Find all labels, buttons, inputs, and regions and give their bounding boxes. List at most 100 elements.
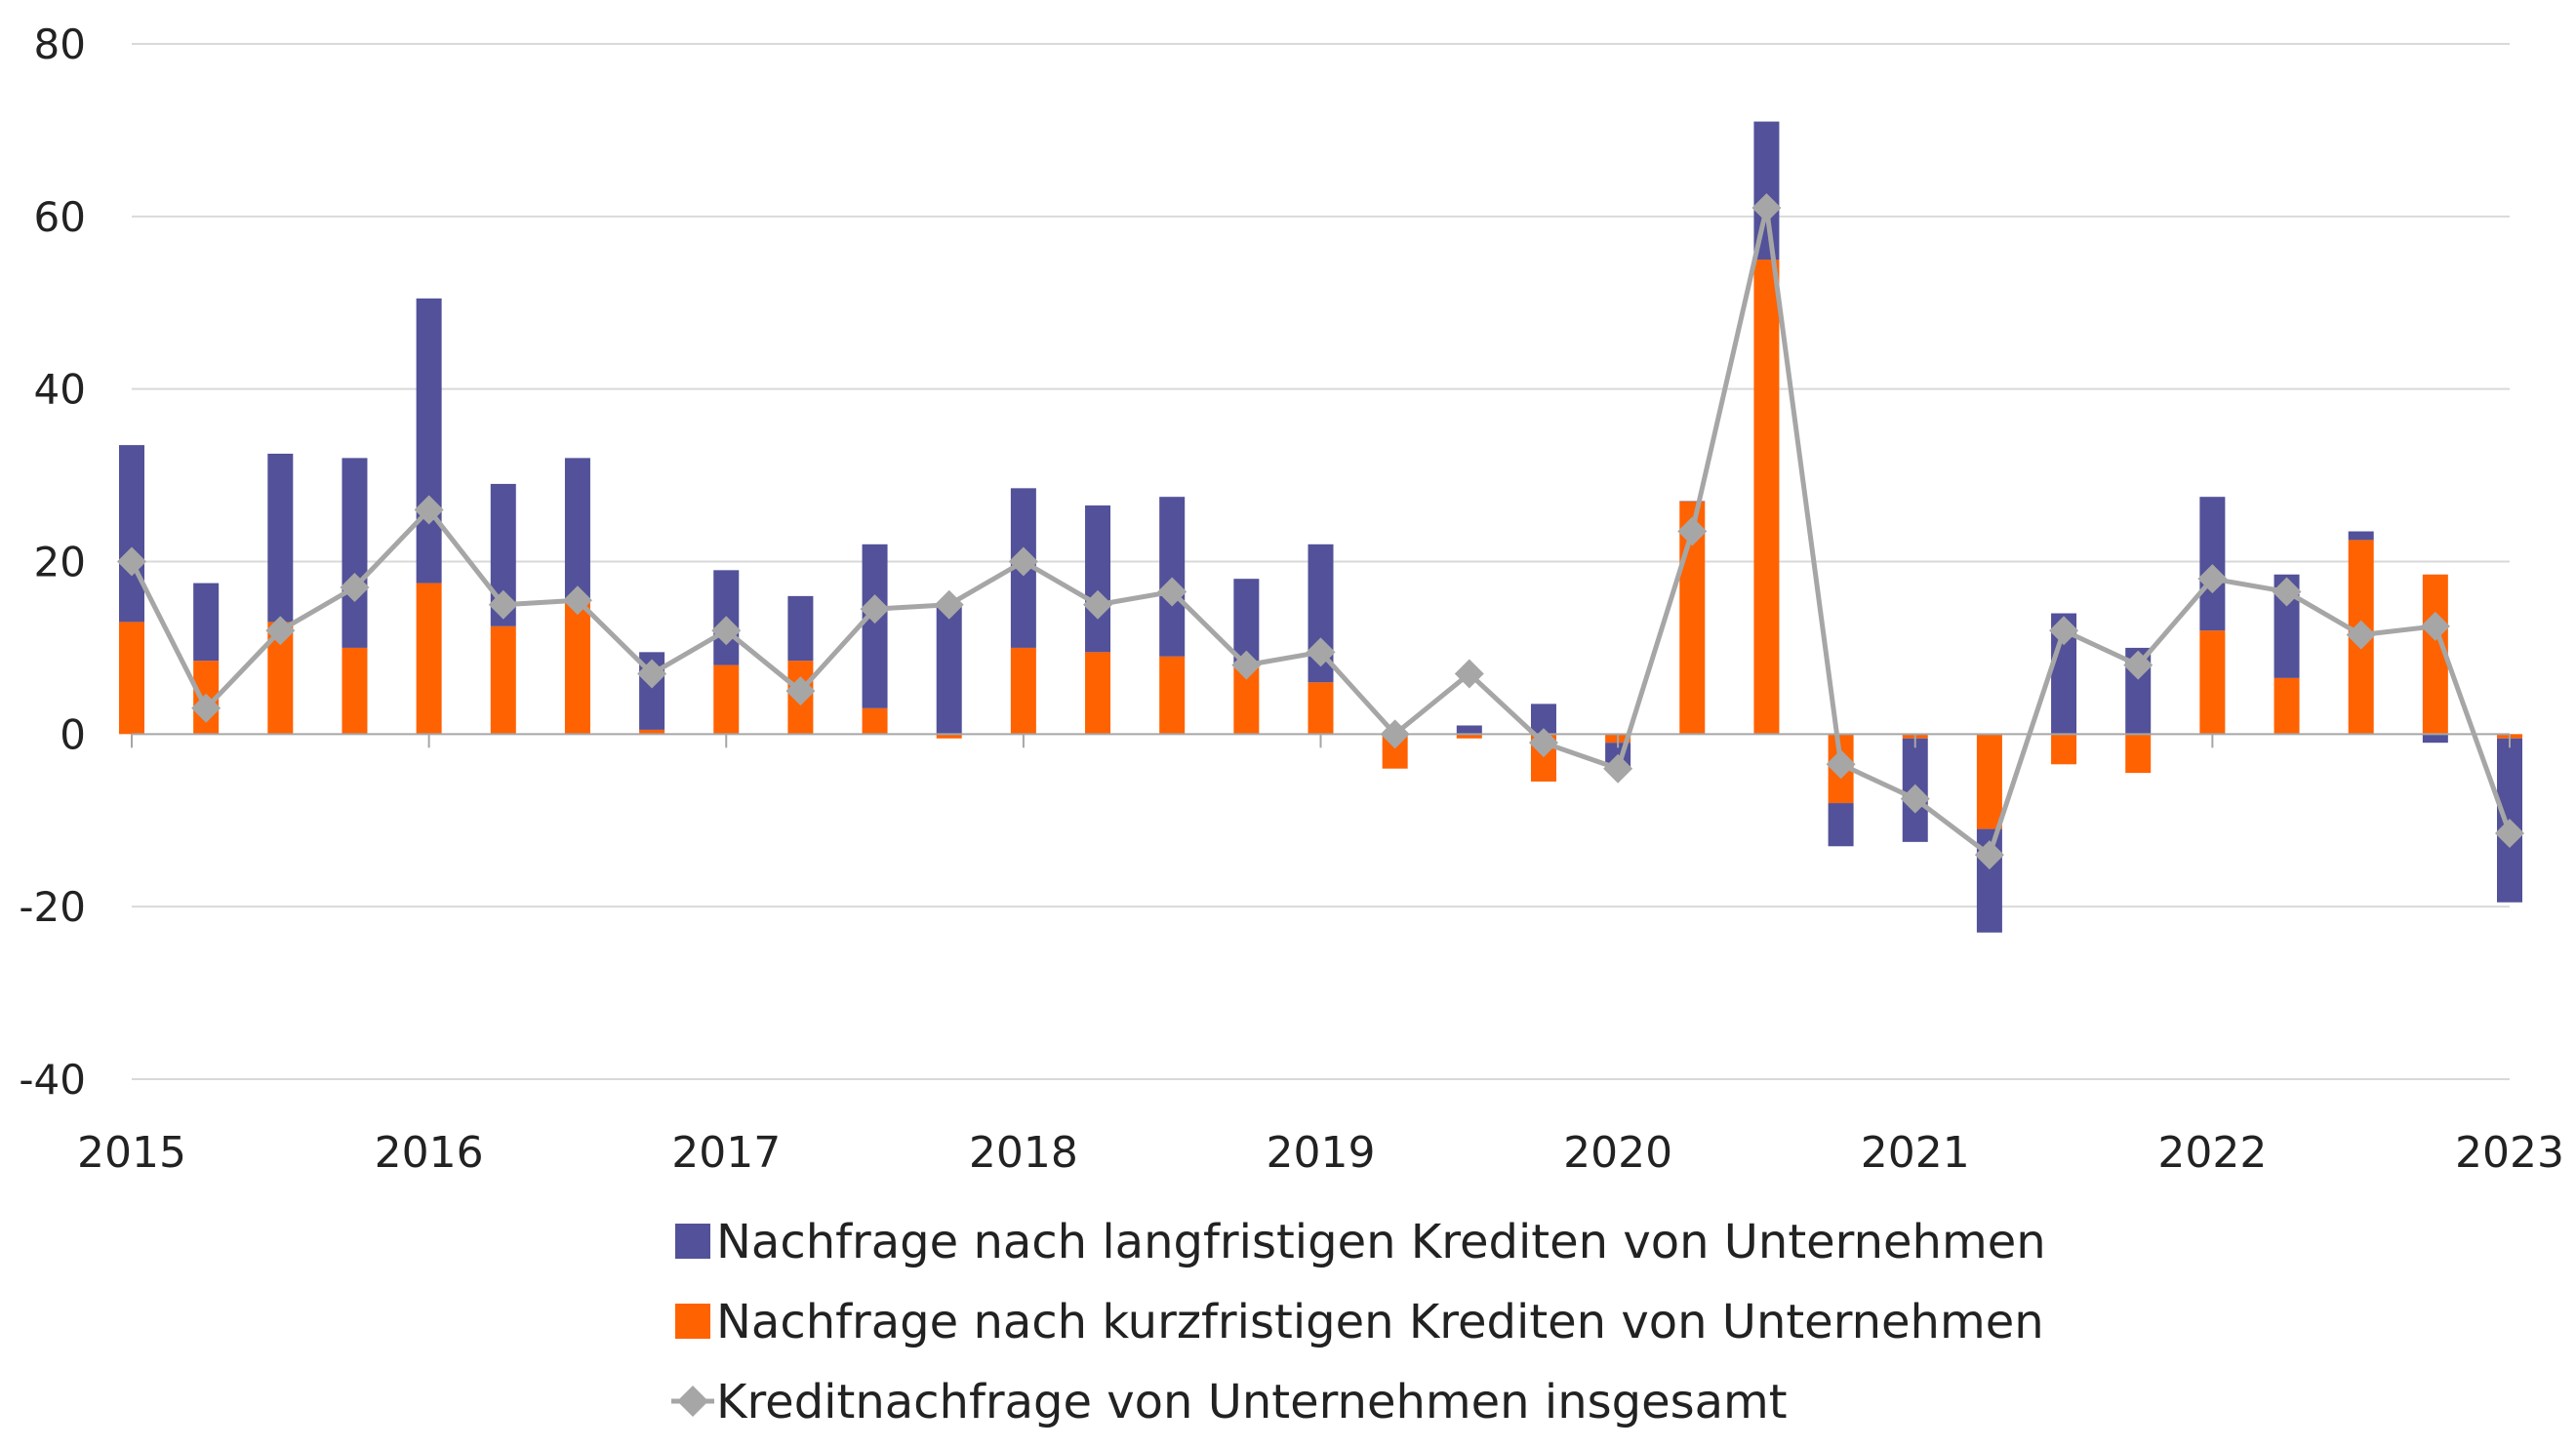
total-point [414, 495, 444, 525]
legend-label: Nachfrage nach langfristigen Krediten vo… [716, 1215, 2046, 1269]
bar-long-term [267, 453, 294, 623]
total-point [2272, 577, 2302, 607]
legend-item: Nachfrage nach kurzfristigen Krediten vo… [675, 1295, 2044, 1349]
y-tick-label: 40 [34, 366, 86, 414]
bar-long-term [862, 543, 888, 708]
total-point [1008, 546, 1038, 577]
total-point [1454, 659, 1484, 689]
x-tick-label: 2021 [1861, 1128, 1970, 1178]
bar-short-term [2125, 734, 2152, 774]
bar-short-term [1159, 656, 1186, 735]
total-point [2420, 611, 2450, 641]
legend-item: Nachfrage nach langfristigen Krediten vo… [675, 1215, 2046, 1269]
y-tick-label: -40 [19, 1056, 86, 1104]
total-point [2123, 650, 2153, 680]
bar-long-term [342, 458, 368, 648]
total-point [711, 616, 742, 646]
total-point [2049, 616, 2079, 646]
total-point [191, 693, 221, 723]
y-tick-label: 20 [34, 539, 86, 586]
total-point [860, 594, 890, 624]
x-tick-label: 2018 [969, 1128, 1078, 1178]
bar-short-term [1010, 647, 1036, 735]
total-point [1677, 516, 1708, 546]
legend: Nachfrage nach langfristigen Krediten vo… [671, 1215, 2046, 1429]
bar-short-term [119, 622, 144, 735]
bar-short-term [490, 625, 516, 735]
bar-short-term [2274, 677, 2300, 735]
bar-short-term [2051, 734, 2077, 765]
bar-short-term [1976, 734, 2002, 829]
legend-swatch [675, 1224, 710, 1259]
total-point [785, 676, 816, 706]
bar-long-term [2348, 531, 2374, 541]
bar-long-term [2199, 497, 2226, 631]
bar-short-term [713, 664, 740, 735]
bar-short-term [416, 583, 442, 735]
x-tick-label: 2020 [1563, 1128, 1672, 1178]
bar-short-term [342, 647, 368, 735]
total-point [2197, 564, 2228, 594]
x-tick-label: 2016 [375, 1128, 484, 1178]
bar-short-term [2199, 630, 2226, 735]
bar-long-term [193, 583, 220, 662]
total-point [1900, 784, 1930, 814]
total-point [1528, 728, 1558, 758]
bar-long-term [1456, 725, 1482, 735]
gridlines [132, 43, 2510, 1080]
total-point [1231, 650, 1262, 680]
total-point [637, 659, 667, 689]
total-point [562, 585, 592, 616]
bar-short-term [639, 729, 665, 735]
total-point [1306, 637, 1336, 667]
total-point [1974, 840, 2004, 870]
bar-long-term [936, 604, 962, 735]
bar-short-term [1753, 260, 1780, 735]
bar-short-term [1308, 682, 1334, 735]
bar-short-term [1456, 734, 1482, 739]
bar-short-term [1085, 652, 1111, 735]
total-point [1380, 719, 1410, 749]
x-tick-label: 2019 [1267, 1128, 1376, 1178]
bar-long-term [119, 445, 144, 623]
total-point [2346, 620, 2376, 650]
x-tick-label: 2022 [2157, 1128, 2267, 1178]
bar-long-term [1679, 501, 1706, 503]
x-tick-label: 2023 [2455, 1128, 2564, 1178]
total-point [1157, 577, 1187, 607]
bar-long-term [1085, 505, 1111, 653]
bar-long-term [1828, 803, 1854, 847]
total-line-series [117, 192, 2524, 870]
bar-short-term [862, 707, 888, 735]
y-axis: 80 60 40 20 0 -20 -40 [19, 20, 86, 1104]
y-tick-label: 80 [34, 20, 86, 68]
bar-series [119, 121, 2522, 933]
total-point [1751, 192, 1782, 222]
total-line [129, 205, 2513, 858]
legend-marker [677, 1386, 708, 1417]
total-point [1083, 589, 1113, 620]
bar-short-term [936, 734, 962, 739]
bar-long-term [2422, 734, 2448, 744]
total-point [934, 589, 964, 620]
total-point [488, 589, 518, 620]
total-point [1603, 753, 1633, 784]
y-tick-label: -20 [19, 883, 86, 931]
x-tick-label: 2015 [77, 1128, 186, 1178]
y-tick-label: 0 [60, 710, 86, 758]
bar-long-term [564, 458, 590, 601]
bar-long-term [787, 595, 814, 662]
total-point [340, 573, 370, 603]
bar-long-term [416, 298, 442, 584]
x-tick-label: 2017 [671, 1128, 781, 1178]
bar-short-term [564, 600, 590, 735]
legend-label: Nachfrage nach kurzfristigen Krediten vo… [716, 1295, 2044, 1349]
legend-label: Kreditnachfrage von Unternehmen insgesam… [716, 1375, 1788, 1429]
total-point [265, 616, 296, 646]
y-tick-label: 60 [34, 193, 86, 241]
total-point [1826, 749, 1856, 780]
total-point [2495, 819, 2524, 849]
total-point [117, 546, 146, 577]
legend-item: Kreditnachfrage von Unternehmen insgesam… [671, 1375, 1788, 1429]
